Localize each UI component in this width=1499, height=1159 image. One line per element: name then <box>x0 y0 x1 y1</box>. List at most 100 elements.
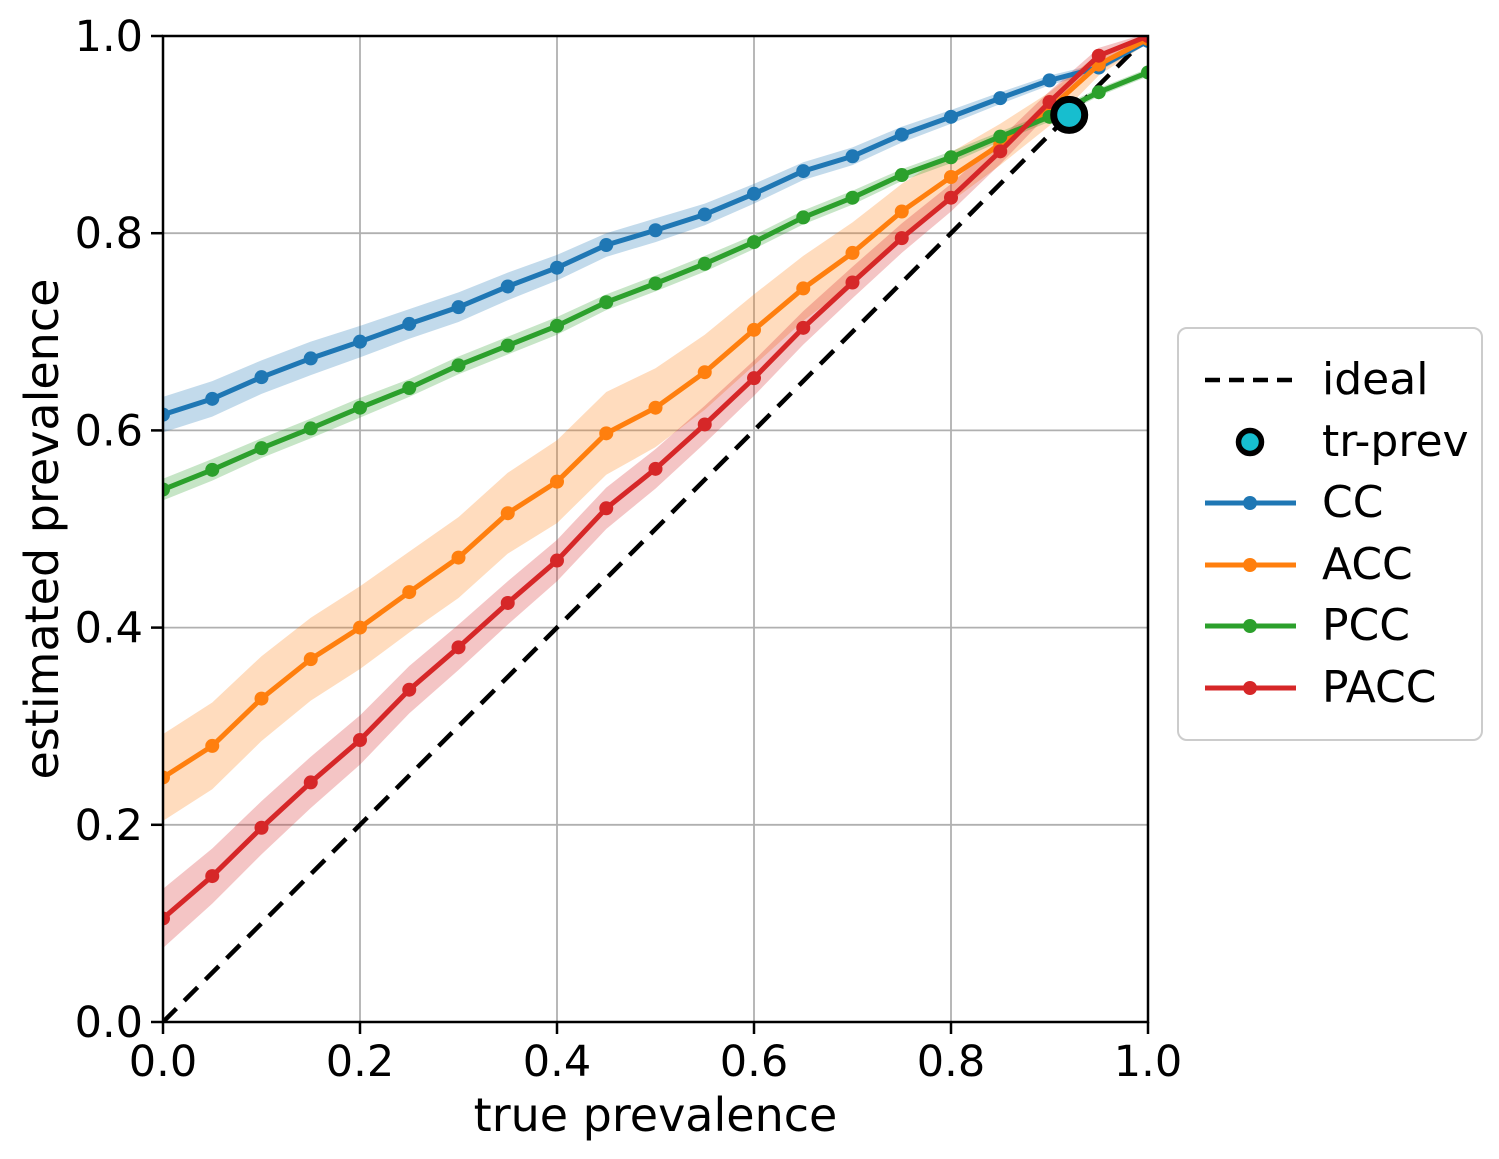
y-tick-label: 0.2 <box>75 801 143 851</box>
pcc-marker <box>303 421 318 436</box>
acc-marker <box>205 738 220 753</box>
pcc-marker <box>599 295 614 310</box>
pacc-marker <box>303 775 318 790</box>
acc-marker <box>451 550 466 565</box>
acc-marker <box>254 691 269 706</box>
pacc-line-swatch <box>1203 669 1298 707</box>
cc-marker <box>303 351 318 366</box>
cc-marker <box>1042 73 1057 88</box>
pcc-marker <box>205 462 220 477</box>
pacc-marker <box>796 320 811 335</box>
y-tick-label: 0.6 <box>75 406 143 456</box>
cc-marker <box>944 109 958 124</box>
cc-marker <box>648 223 663 238</box>
acc-marker <box>599 426 614 441</box>
cc-marker <box>163 407 170 422</box>
pacc-marker <box>402 682 417 697</box>
pcc-marker <box>353 400 367 415</box>
legend-item-tr-prev: tr-prev <box>1203 413 1471 471</box>
ticks: 0.0 0.2 0.4 0.6 0.8 1.0 0.0 0.2 0.4 0.6 0.8 1.0 <box>75 12 1183 1087</box>
legend-item-ideal: ideal <box>1203 351 1471 409</box>
cc-marker <box>845 149 860 164</box>
cc-marker <box>451 300 466 315</box>
acc-marker <box>697 365 712 380</box>
pacc-marker <box>451 640 466 655</box>
tr-prev-marker-swatch <box>1203 423 1298 461</box>
pacc-marker <box>550 553 564 568</box>
cc-marker <box>353 334 367 349</box>
cc-marker <box>550 260 564 275</box>
acc-line-swatch <box>1203 546 1298 584</box>
pcc-marker <box>697 256 712 271</box>
pacc-marker <box>747 371 761 386</box>
x-tick-label: 0.2 <box>326 1037 394 1087</box>
x-tick-label: 0.6 <box>720 1037 788 1087</box>
cc-line-swatch <box>1203 484 1298 522</box>
x-tick-label: 0.0 <box>129 1037 197 1087</box>
legend-item-pcc: PCC <box>1203 597 1471 655</box>
legend-label: ACC <box>1322 538 1413 590</box>
pcc-marker <box>451 358 466 373</box>
acc-marker <box>550 474 564 489</box>
acc-marker <box>747 322 761 337</box>
acc-marker <box>303 652 318 667</box>
cc-marker <box>500 279 515 294</box>
pacc-marker <box>500 595 515 610</box>
pcc-marker <box>648 276 663 291</box>
acc-marker <box>402 585 417 600</box>
acc-marker <box>353 620 367 635</box>
y-tick-label: 1.0 <box>75 12 143 62</box>
pcc-marker <box>1091 85 1106 100</box>
pacc-marker <box>163 911 170 926</box>
tr-prev-marker <box>1050 95 1089 134</box>
cc-marker <box>697 207 712 222</box>
pacc-marker <box>1091 48 1106 63</box>
pcc-marker <box>550 318 564 333</box>
pcc-marker <box>993 129 1008 144</box>
y-tick-label: 0.4 <box>75 604 143 654</box>
pcc-marker <box>163 482 170 497</box>
legend: ideal tr-prev CC ACC PCC PACC <box>1177 327 1483 741</box>
acc-marker <box>944 169 958 184</box>
pacc-marker <box>993 144 1008 159</box>
legend-label: PCC <box>1322 600 1410 652</box>
pacc-marker <box>254 820 269 835</box>
pcc-marker <box>747 235 761 250</box>
pacc-marker <box>845 275 860 290</box>
pcc-marker <box>796 210 811 225</box>
x-axis-label: true prevalence <box>473 1088 838 1142</box>
pcc-marker <box>894 168 909 183</box>
pacc-marker <box>353 733 367 748</box>
pacc-marker <box>599 501 614 516</box>
cc-marker <box>402 316 417 331</box>
y-tick-label: 0.8 <box>75 209 143 259</box>
legend-item-pacc: PACC <box>1203 659 1471 717</box>
cc-marker <box>796 164 811 179</box>
pacc-confidence-band <box>163 36 1148 949</box>
legend-item-acc: ACC <box>1203 536 1471 594</box>
acc-marker <box>500 506 515 521</box>
cc-marker <box>599 238 614 253</box>
legend-label: ideal <box>1322 354 1429 405</box>
x-tick-label: 1.0 <box>1114 1037 1182 1087</box>
acc-marker <box>796 281 811 296</box>
pacc-marker <box>648 461 663 476</box>
ideal-dashed-line-swatch <box>1203 361 1298 399</box>
cc-marker <box>993 91 1008 106</box>
cc-marker <box>894 127 909 142</box>
pcc-marker <box>1141 65 1148 80</box>
legend-item-cc: CC <box>1203 474 1471 532</box>
legend-label: tr-prev <box>1322 415 1469 467</box>
pcc-marker <box>254 441 269 456</box>
pcc-marker <box>845 190 860 205</box>
cc-marker <box>254 370 269 385</box>
y-axis-label: estimated prevalence <box>15 278 69 780</box>
ideal-line <box>163 36 1148 1022</box>
y-tick-label: 0.0 <box>75 998 143 1048</box>
acc-marker <box>845 245 860 260</box>
pcc-marker <box>944 150 958 165</box>
legend-label: CC <box>1322 477 1384 529</box>
x-tick-label: 0.8 <box>917 1037 985 1087</box>
legend-label: PACC <box>1322 661 1437 713</box>
